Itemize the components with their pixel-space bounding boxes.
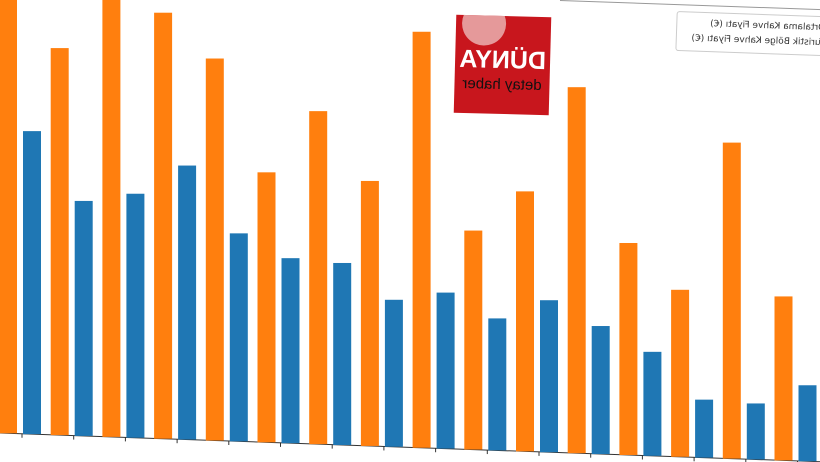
bar-turistik: [619, 242, 638, 455]
logo-line1: DÜNYA: [458, 44, 547, 76]
bar-turistik: [0, 0, 17, 434]
globe-graphic: [461, 14, 507, 47]
bar-turistik: [412, 31, 431, 448]
bar-ortalama: [746, 403, 765, 460]
dunya-logo: DÜNYA detay haber: [453, 14, 552, 116]
x-axis: [0, 432, 820, 462]
bar-ortalama: [591, 326, 610, 455]
bar-ortalama: [74, 200, 93, 436]
bar-turistik: [671, 289, 690, 457]
legend-item: Turistik Bölge Kahve Fiyatı (€): [683, 31, 820, 52]
bar-turistik: [774, 296, 793, 461]
bar-ortalama: [281, 258, 300, 444]
bar-turistik: [257, 172, 276, 443]
bar-ortalama: [540, 300, 558, 453]
bar-turistik: [309, 111, 328, 445]
bar-ortalama: [333, 262, 352, 445]
bar-turistik: [154, 12, 173, 439]
bar-ortalama: [178, 165, 197, 440]
legend: Ortalama Kahve Fiyatı (€) Turistik Bölge…: [675, 10, 820, 58]
bar-turistik: [722, 142, 741, 459]
legend-label: Ortalama Kahve Fiyatı (€): [709, 19, 820, 34]
bar-turistik: [205, 58, 224, 441]
bar-ortalama: [643, 351, 662, 456]
bar-ortalama: [229, 233, 248, 442]
bar-turistik: [360, 180, 379, 446]
bar-ortalama: [488, 318, 507, 451]
bar-ortalama: [436, 292, 455, 449]
bar-ortalama: [23, 131, 41, 435]
legend-label: Turistik Bölge Kahve Fiyatı (€): [691, 33, 820, 49]
bar-turistik: [516, 191, 534, 452]
logo-line2: detay haber: [462, 74, 542, 95]
bar-ortalama: [384, 299, 403, 447]
bar-ortalama: [695, 399, 714, 458]
bar-ortalama: [126, 193, 145, 438]
bar-turistik: [464, 230, 483, 450]
bar-turistik: [567, 87, 586, 454]
bar-ortalama: [798, 385, 817, 462]
bar-turistik: [102, 0, 121, 437]
bar-turistik: [50, 48, 69, 436]
